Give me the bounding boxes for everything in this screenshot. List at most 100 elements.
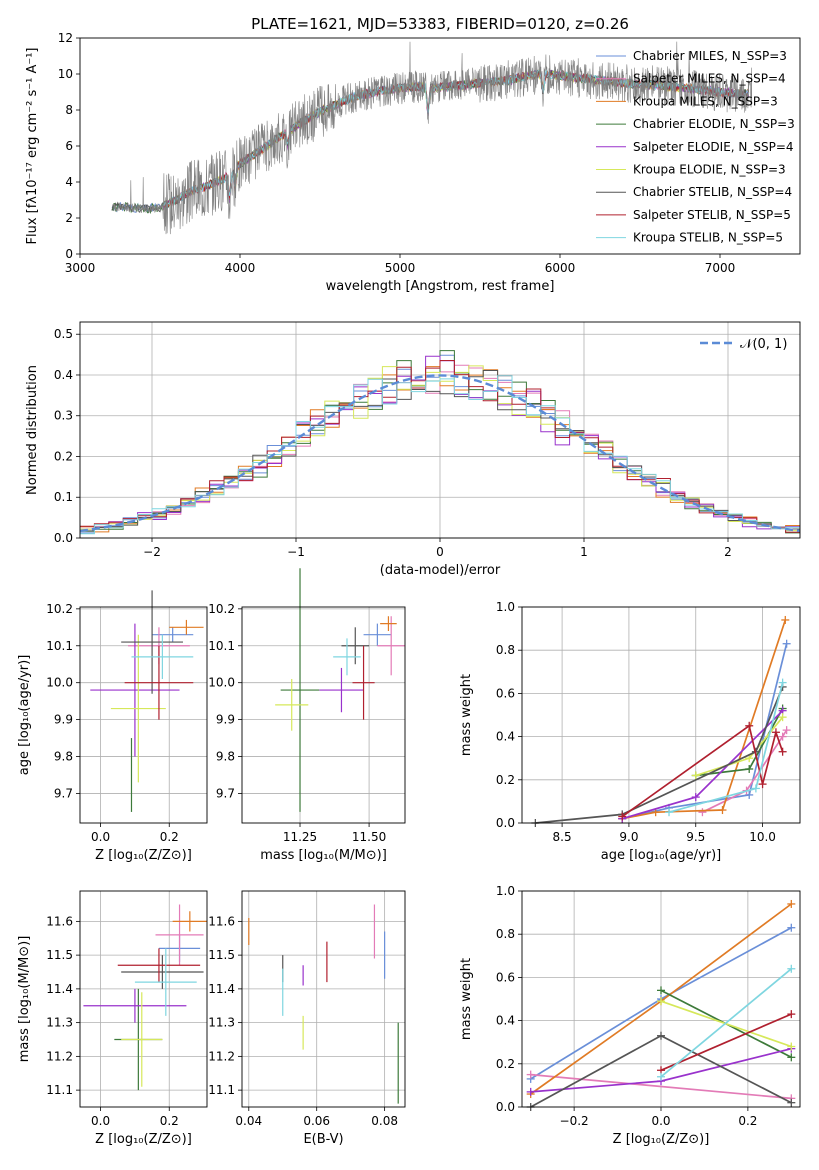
data-point — [280, 568, 320, 812]
data-point — [83, 988, 187, 1023]
y-tick-label: 11.6 — [46, 914, 73, 928]
y-tick-label: 11.2 — [208, 1049, 235, 1063]
x-tick-label: 4000 — [225, 261, 256, 275]
x-tick-label: 0.0 — [91, 1114, 110, 1128]
y-tick-label: 11.6 — [208, 914, 235, 928]
plot-area — [111, 41, 753, 235]
legend: 𝒩(0, 1) — [700, 337, 787, 352]
y-tick-label: 0 — [65, 247, 73, 261]
y-tick-label: 0.6 — [496, 686, 515, 700]
panel-frame — [241, 606, 406, 824]
y-tick-label: 0.2 — [496, 773, 515, 787]
series-marker — [787, 1010, 796, 1019]
series-line — [530, 1073, 792, 1100]
panel-5: 8.5 9.0 9.5 10.0 0.0 0.2 0.4 0.6 0.8 1.0 age [log₁… — [459, 600, 801, 863]
y-tick-label: 0.0 — [496, 1100, 515, 1114]
y-tick-label: 1.0 — [496, 600, 515, 614]
plot-area — [248, 904, 399, 1104]
x-tick-label: 8.5 — [553, 830, 572, 844]
panel-6: 0.0 0.2 11.1 11.2 11.3 11.4 11.5 11.6 Z [log₁₀(Z… — [17, 890, 208, 1147]
x-tick-label: 0.2 — [160, 1114, 179, 1128]
series-marker — [751, 784, 760, 793]
data-point — [131, 634, 194, 679]
y-axis-label: mass weight — [459, 674, 474, 756]
y-tick-label: 10.1 — [208, 639, 235, 653]
series-line — [668, 682, 784, 814]
series-marker — [787, 899, 796, 908]
x-tick-label: −2 — [143, 545, 161, 559]
y-tick-label: 12 — [58, 31, 73, 45]
y-tick-label: 11.1 — [208, 1083, 235, 1097]
panel-frame — [521, 890, 801, 1108]
plot-area — [79, 350, 801, 535]
y-tick-label: 0.5 — [54, 327, 73, 341]
series-marker — [618, 812, 627, 821]
x-tick-label: 0.06 — [303, 1114, 330, 1128]
series-line — [660, 968, 792, 1078]
legend-label: Kroupa ELODIE, N_SSP=3 — [633, 163, 786, 177]
series-marker — [657, 986, 665, 995]
gaussian-curve — [79, 374, 801, 533]
series-marker — [787, 1098, 796, 1107]
y-tick-label: 10 — [58, 67, 73, 81]
data-point — [134, 948, 197, 1016]
plot-area — [275, 568, 405, 812]
y-tick-label: 0.8 — [496, 927, 515, 941]
series-marker — [787, 1053, 796, 1062]
y-tick-label: 9.8 — [216, 750, 235, 764]
histogram-series — [80, 355, 800, 530]
series-marker — [745, 721, 754, 730]
series-marker — [657, 1072, 665, 1081]
y-axis-label: mass weight — [459, 958, 474, 1040]
series-line — [695, 716, 784, 777]
plot-area — [526, 899, 796, 1111]
data-point — [380, 616, 397, 631]
data-point — [275, 679, 309, 731]
series-line — [622, 619, 787, 820]
plot-area — [90, 590, 204, 812]
y-tick-label: 8 — [65, 103, 73, 117]
y-tick-label: 9.7 — [54, 786, 73, 800]
series-marker — [787, 964, 796, 973]
y-tick-label: 0.2 — [54, 449, 73, 463]
data-point — [110, 634, 166, 783]
data-point — [155, 904, 204, 966]
data-point — [333, 638, 361, 676]
series-marker — [665, 808, 674, 817]
series-marker — [778, 713, 787, 722]
series-marker — [787, 923, 796, 932]
x-tick-label: 3000 — [65, 261, 96, 275]
panel-2: −2 −1 0 1 2 0.0 0.1 0.2 0.3 0.4 0.5 (data-model)/er… — [25, 321, 801, 578]
legend-label: Salpeter ELODIE, N_SSP=4 — [633, 140, 794, 154]
x-axis-label: E(B-V) — [303, 1132, 343, 1147]
x-axis-label: wavelength [Angstrom, rest frame] — [326, 279, 555, 294]
series-marker — [691, 793, 700, 802]
y-tick-label: 4 — [65, 175, 73, 189]
x-tick-label: 0.04 — [235, 1114, 262, 1128]
x-tick-label: 9.5 — [686, 830, 705, 844]
series-marker — [778, 678, 787, 687]
y-tick-label: 11.4 — [208, 982, 235, 996]
y-tick-label: 0.4 — [496, 730, 515, 744]
x-tick-label: 5000 — [385, 261, 416, 275]
y-tick-label: 0.4 — [54, 368, 73, 382]
x-tick-label: 9.0 — [619, 830, 638, 844]
data-point — [90, 623, 180, 757]
data-point — [169, 619, 204, 635]
y-tick-label: 10.0 — [208, 676, 235, 690]
x-tick-label: 10.0 — [749, 830, 776, 844]
series-marker — [745, 790, 754, 799]
y-tick-label: 11.3 — [46, 1016, 73, 1030]
x-tick-label: 0.2 — [738, 1114, 757, 1128]
y-tick-label: 11.3 — [208, 1016, 235, 1030]
series-marker — [778, 732, 787, 741]
x-axis-label: Z [log₁₀(Z/Z⊙)] — [613, 1132, 710, 1147]
histogram-series — [80, 365, 800, 532]
x-axis-label: mass [log₁₀(M/M⊙)] — [260, 848, 387, 863]
x-tick-label: 11.50 — [352, 830, 386, 844]
panel-frame — [79, 890, 208, 1108]
data-point — [377, 616, 405, 676]
x-tick-label: 11.25 — [283, 830, 317, 844]
data-point — [152, 627, 194, 643]
